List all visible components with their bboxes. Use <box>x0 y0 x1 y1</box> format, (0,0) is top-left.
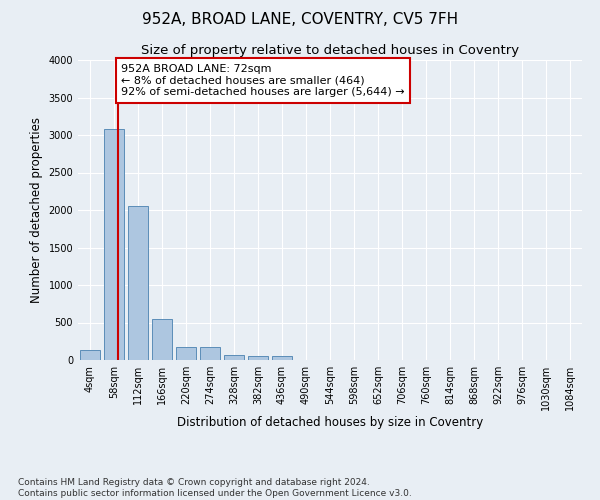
Y-axis label: Number of detached properties: Number of detached properties <box>30 117 43 303</box>
Text: 952A BROAD LANE: 72sqm
← 8% of detached houses are smaller (464)
92% of semi-det: 952A BROAD LANE: 72sqm ← 8% of detached … <box>121 64 405 97</box>
Bar <box>80 350 100 360</box>
Text: 952A, BROAD LANE, COVENTRY, CV5 7FH: 952A, BROAD LANE, COVENTRY, CV5 7FH <box>142 12 458 28</box>
Bar <box>272 356 292 360</box>
Title: Size of property relative to detached houses in Coventry: Size of property relative to detached ho… <box>141 44 519 58</box>
X-axis label: Distribution of detached houses by size in Coventry: Distribution of detached houses by size … <box>177 416 483 428</box>
Bar <box>224 355 244 360</box>
Bar <box>104 129 124 360</box>
Text: Contains HM Land Registry data © Crown copyright and database right 2024.
Contai: Contains HM Land Registry data © Crown c… <box>18 478 412 498</box>
Bar <box>200 347 220 360</box>
Bar <box>152 319 172 360</box>
Bar <box>128 206 148 360</box>
Bar <box>248 356 268 360</box>
Bar <box>176 347 196 360</box>
